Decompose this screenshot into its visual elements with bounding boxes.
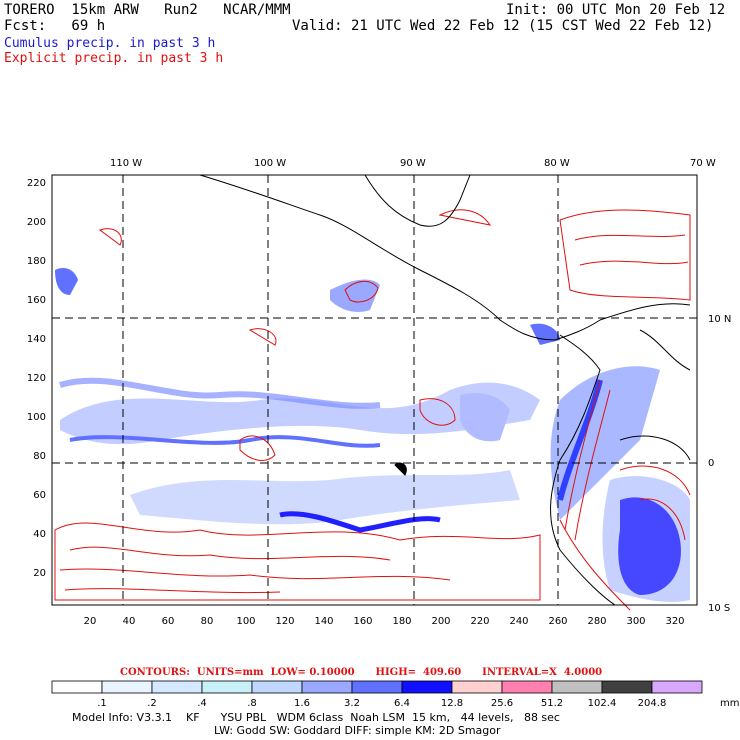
colorbar-unit: mm: [720, 698, 739, 709]
colorbar-swatch: [601, 680, 653, 694]
map-frame: [51, 174, 698, 606]
colorbar-swatch: [351, 680, 403, 694]
colorbar-labels: .1 .2 .4 .8 1.6 3.2 6.4 12.8 25.6 51.2 102.4 204.8: [97, 698, 666, 709]
colorbar-swatch: [151, 680, 203, 694]
colorbar-swatch: [401, 680, 453, 694]
colorbar-label: .2: [147, 698, 157, 709]
svg-text:260: 260: [548, 616, 567, 627]
colorbar-label: .4: [197, 698, 207, 709]
svg-text:180: 180: [392, 616, 411, 627]
colorbar: [51, 680, 703, 694]
colorbar-swatch: [201, 680, 253, 694]
svg-text:200: 200: [27, 217, 46, 228]
svg-text:200: 200: [431, 616, 450, 627]
svg-text:40: 40: [123, 616, 136, 627]
svg-text:80: 80: [201, 616, 214, 627]
svg-text:320: 320: [665, 616, 684, 627]
forecast-hour: Fcst: 69 h: [4, 18, 106, 34]
contours-info: CONTOURS: UNITS=mm LOW= 0.10000 HIGH= 40…: [120, 667, 603, 678]
valid-time: Valid: 21 UTC Wed 22 Feb 12 (15 CST Wed …: [292, 18, 714, 34]
lat-label-10n: 10 N: [708, 314, 731, 325]
colorbar-swatch: [251, 680, 303, 694]
left-axis: 220 200 180 160 140 120 100 80 60 40 20: [27, 178, 46, 579]
svg-text:160: 160: [353, 616, 372, 627]
svg-text:140: 140: [27, 334, 46, 345]
svg-text:100: 100: [236, 616, 255, 627]
colorbar-label: 12.8: [441, 698, 463, 709]
cumulus-precip-field: [55, 268, 690, 602]
colorbar-swatch: [51, 680, 103, 694]
svg-text:20: 20: [84, 616, 97, 627]
svg-text:160: 160: [27, 295, 46, 306]
colorbar-label: .8: [247, 698, 257, 709]
svg-text:180: 180: [27, 256, 46, 267]
colorbar-label: .1: [97, 698, 107, 709]
colorbar-swatch: [551, 680, 603, 694]
colorbar-label: 6.4: [394, 698, 410, 709]
svg-text:40: 40: [33, 529, 46, 540]
explicit-precip-contours: [54, 209, 691, 611]
lon-label-70w: 70 W: [690, 158, 716, 169]
svg-text:60: 60: [162, 616, 175, 627]
colorbar-label: 3.2: [344, 698, 360, 709]
svg-text:120: 120: [275, 616, 294, 627]
bottom-axis: 20 40 60 80 100 120 140 160 180 200 220 …: [84, 616, 685, 627]
svg-text:280: 280: [587, 616, 606, 627]
svg-text:80: 80: [33, 451, 46, 462]
svg-text:220: 220: [470, 616, 489, 627]
model-title: TORERO 15km ARW Run2 NCAR/MMM: [4, 2, 291, 18]
lon-label-90w: 90 W: [400, 158, 426, 169]
colorbar-label: 204.8: [638, 698, 667, 709]
cumulus-label: Cumulus precip. in past 3 h: [4, 36, 216, 51]
model-info-line1: Model Info: V3.3.1 KF YSU PBL WDM 6class…: [72, 711, 560, 724]
colorbar-swatch: [651, 680, 703, 694]
explicit-label: Explicit precip. in past 3 h: [4, 51, 224, 66]
lon-label-100w: 100 W: [254, 158, 286, 169]
colorbar-swatch: [451, 680, 503, 694]
model-info-line2: LW: Godd SW: Goddard DIFF: simple KM: 2D…: [214, 724, 501, 737]
coastlines: [199, 174, 691, 606]
lat-label-0: 0: [708, 458, 714, 469]
svg-text:100: 100: [27, 412, 46, 423]
svg-text:240: 240: [509, 616, 528, 627]
colorbar-swatch: [501, 680, 553, 694]
svg-text:120: 120: [27, 373, 46, 384]
colorbar-label: 1.6: [294, 698, 310, 709]
lon-label-110w: 110 W: [110, 158, 142, 169]
svg-text:220: 220: [27, 178, 46, 189]
colorbar-swatch: [301, 680, 353, 694]
lon-label-80w: 80 W: [544, 158, 570, 169]
svg-text:60: 60: [33, 490, 46, 501]
colorbar-label: 51.2: [541, 698, 563, 709]
colorbar-swatch: [101, 680, 153, 694]
svg-text:140: 140: [314, 616, 333, 627]
colorbar-label: 102.4: [588, 698, 617, 709]
graticule: [52, 175, 697, 605]
svg-text:300: 300: [626, 616, 645, 627]
svg-text:20: 20: [33, 568, 46, 579]
colorbar-label: 25.6: [491, 698, 513, 709]
init-time: Init: 00 UTC Mon 20 Feb 12: [506, 2, 726, 18]
lat-label-10s: 10 S: [708, 603, 730, 614]
